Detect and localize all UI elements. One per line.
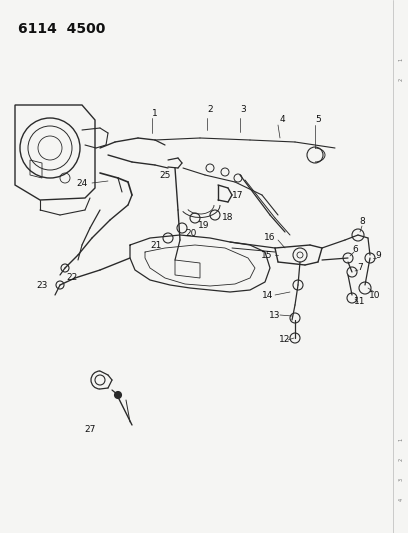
Text: 10: 10 <box>369 290 381 300</box>
Text: 6: 6 <box>352 246 358 254</box>
Text: 2: 2 <box>207 106 213 115</box>
Text: 19: 19 <box>198 221 209 230</box>
Text: 16: 16 <box>264 233 275 243</box>
Text: 14: 14 <box>262 290 274 300</box>
Text: 7: 7 <box>357 263 363 272</box>
Text: 22: 22 <box>67 273 78 282</box>
Text: 23: 23 <box>36 280 48 289</box>
Text: 1: 1 <box>152 109 158 117</box>
Text: 15: 15 <box>260 251 272 260</box>
Circle shape <box>115 392 122 399</box>
Text: 2: 2 <box>399 458 404 461</box>
Text: 11: 11 <box>354 297 366 306</box>
Text: 6114  4500: 6114 4500 <box>18 22 105 36</box>
Text: 9: 9 <box>375 251 381 260</box>
Text: 25: 25 <box>159 171 171 180</box>
Text: 12: 12 <box>279 335 290 344</box>
Text: 1: 1 <box>399 438 404 441</box>
Text: 17: 17 <box>232 190 244 199</box>
Text: 2: 2 <box>399 78 404 81</box>
Text: 27: 27 <box>84 425 96 434</box>
Text: 21: 21 <box>151 240 162 249</box>
Text: 18: 18 <box>222 214 233 222</box>
Text: 4: 4 <box>399 498 404 501</box>
Text: 13: 13 <box>269 311 281 319</box>
Text: 20: 20 <box>185 229 196 238</box>
Text: 24: 24 <box>76 179 88 188</box>
Text: 1: 1 <box>399 58 404 61</box>
Text: 8: 8 <box>359 217 365 227</box>
Text: 5: 5 <box>315 116 321 125</box>
Text: 3: 3 <box>399 478 404 481</box>
Text: 3: 3 <box>240 106 246 115</box>
Text: 4: 4 <box>279 116 285 125</box>
